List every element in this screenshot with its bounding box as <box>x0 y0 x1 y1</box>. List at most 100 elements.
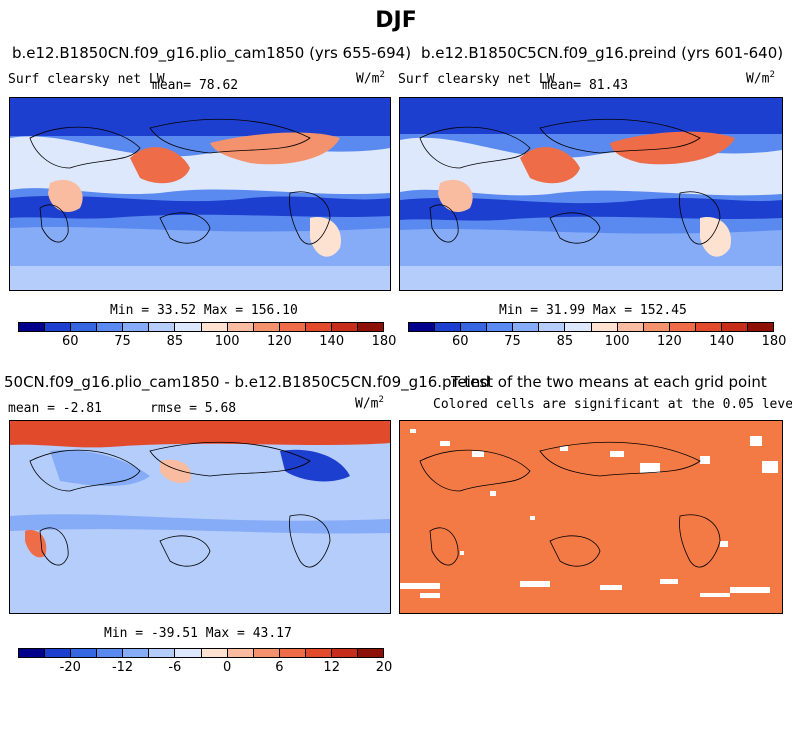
variable-label-top-left: Surf clearsky net LW <box>8 72 165 87</box>
colorbar-swatch <box>227 323 254 331</box>
colorbar-tick-label: 60 <box>62 334 79 349</box>
minmax-top-right: Min = 31.99 Max = 152.45 <box>499 303 687 318</box>
colorbar-tick-label: 120 <box>267 334 292 349</box>
mean-label-bottom-left: mean = -2.81 <box>8 401 102 416</box>
colorbar-swatch <box>617 323 644 331</box>
variable-label-top-right: Surf clearsky net LW <box>398 72 555 87</box>
colorbar-tick-label: 100 <box>604 334 630 349</box>
colorbar-swatch <box>175 323 202 331</box>
colorbar-swatch <box>19 649 46 657</box>
colorbar-tick-label: -6 <box>168 660 182 675</box>
colorbar-swatch <box>201 323 228 331</box>
minmax-top-left: Min = 33.52 Max = 156.10 <box>110 303 298 318</box>
colorbar-swatch <box>201 649 228 657</box>
figure-title: DJF <box>375 8 417 33</box>
colorbar-top-left <box>18 322 384 332</box>
colorbar-swatch <box>227 649 254 657</box>
colorbar-swatch <box>71 323 98 331</box>
colorbar-swatch <box>123 649 150 657</box>
map-top-left <box>9 97 391 291</box>
colorbar-swatch <box>253 323 280 331</box>
colorbar-swatch <box>149 649 176 657</box>
colorbar-swatch <box>591 323 618 331</box>
colorbar-swatch <box>45 649 72 657</box>
colorbar-swatch <box>358 323 384 331</box>
mean-label-top-right: mean= 81.43 <box>542 78 629 93</box>
colorbar-swatch <box>253 649 280 657</box>
map-top-right-svg <box>400 98 782 290</box>
colorbar-swatch <box>539 323 566 331</box>
colorbar-swatch <box>487 323 514 331</box>
colorbar-tick-label: 12 <box>323 660 340 675</box>
colorbar-swatch <box>123 323 150 331</box>
units-text: W/m <box>355 396 379 412</box>
colorbar-swatch <box>97 649 124 657</box>
colorbar-swatch <box>149 323 176 331</box>
colorbar-swatch <box>305 649 332 657</box>
colorbar-swatch <box>409 323 436 331</box>
panel-title-top-left: b.e12.B1850CN.f09_g16.plio_cam1850 (yrs … <box>12 44 412 62</box>
colorbar-swatch <box>279 649 306 657</box>
colorbar-swatch <box>695 323 722 331</box>
rmse-label-bottom-left: rmse = 5.68 <box>150 401 237 416</box>
colorbar-swatch <box>71 649 98 657</box>
colorbar-bottom-left <box>18 648 384 658</box>
colorbar-tick-label: 140 <box>709 334 735 349</box>
colorbar-tick-label: 85 <box>166 334 184 349</box>
colorbar-swatch <box>461 323 488 331</box>
colorbar-swatch <box>279 323 306 331</box>
units-exponent: 2 <box>769 70 775 80</box>
colorbar-tick-label: 100 <box>214 334 240 349</box>
mean-label-top-left: mean= 78.62 <box>152 78 239 93</box>
units-label-top-left: W/m2 <box>356 70 385 86</box>
colorbar-swatch <box>435 323 462 331</box>
colorbar-tick-label: 0 <box>223 660 232 675</box>
colorbar-swatch <box>669 323 696 331</box>
colorbar-top-right <box>408 322 774 332</box>
minmax-bottom-left: Min = -39.51 Max = 43.17 <box>104 626 292 641</box>
map-bottom-left-svg <box>10 421 390 613</box>
colorbar-labels-top-left: 60 75 85 100 120 140 180 <box>18 334 396 349</box>
units-text: W/m <box>356 71 380 87</box>
colorbar-swatch <box>565 323 592 331</box>
panel-title-bottom-left: 50CN.f09_g16.plio_cam1850 - b.e12.B1850C… <box>4 373 490 391</box>
units-exponent: 2 <box>378 395 384 405</box>
map-top-right <box>399 97 783 291</box>
colorbar-swatch <box>748 323 774 331</box>
colorbar-labels-top-right: 60 75 85 100 120 140 180 <box>408 334 786 349</box>
colorbar-tick-label: 60 <box>452 334 469 349</box>
colorbar-swatch <box>513 323 540 331</box>
colorbar-swatch <box>331 323 359 331</box>
map-bottom-right <box>399 420 783 614</box>
colorbar-swatch <box>19 323 46 331</box>
colorbar-tick-label: 20 <box>375 660 393 675</box>
units-text: W/m <box>746 71 770 87</box>
colorbar-tick-label: 75 <box>504 334 521 349</box>
map-bottom-left <box>9 420 391 614</box>
units-exponent: 2 <box>379 70 385 80</box>
colorbar-labels-bottom-left: -20 -12 -6 0 6 12 20 <box>18 660 393 675</box>
panel-title-bottom-right: T-test of the two means at each grid poi… <box>451 373 767 391</box>
colorbar-swatch <box>358 649 384 657</box>
panel-title-top-right: b.e12.B1850C5CN.f09_g16.preind (yrs 601-… <box>421 44 784 62</box>
colorbar-swatch <box>721 323 749 331</box>
colorbar-tick-label: 85 <box>556 334 574 349</box>
colorbar-swatch <box>305 323 332 331</box>
units-label-top-right: W/m2 <box>746 70 775 86</box>
colorbar-swatch <box>331 649 359 657</box>
colorbar-tick-label: 120 <box>657 334 682 349</box>
colorbar-tick-label: 75 <box>114 334 131 349</box>
units-label-bottom-left: W/m2 <box>355 395 384 411</box>
colorbar-swatch <box>175 649 202 657</box>
map-top-left-svg <box>10 98 390 290</box>
map-bottom-right-svg <box>400 421 782 613</box>
colorbar-tick-label: 180 <box>371 334 397 349</box>
colorbar-tick-label: -12 <box>111 660 134 675</box>
colorbar-tick-label: 140 <box>319 334 345 349</box>
colorbar-swatch <box>643 323 670 331</box>
colorbar-swatch <box>45 323 72 331</box>
colorbar-tick-label: -20 <box>59 660 81 675</box>
colorbar-tick-label: 180 <box>761 334 787 349</box>
colorbar-swatch <box>97 323 124 331</box>
colorbar-tick-label: 6 <box>275 660 284 675</box>
